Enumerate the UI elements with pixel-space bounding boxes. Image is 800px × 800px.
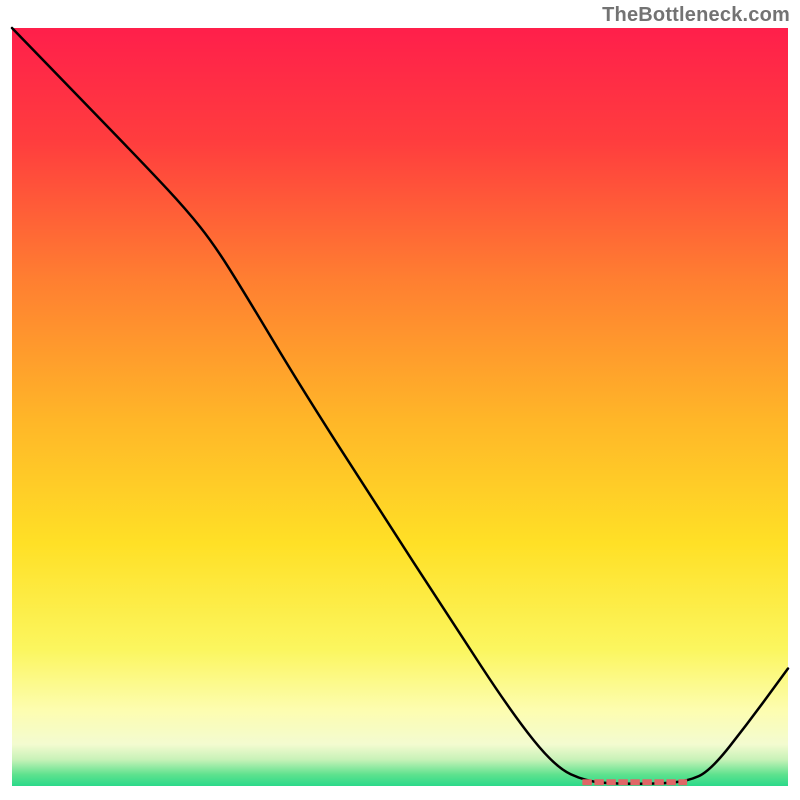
chart-background-gradient <box>12 28 788 786</box>
chart-canvas <box>0 0 800 800</box>
attribution-text: TheBottleneck.com <box>602 4 790 27</box>
bottleneck-chart: TheBottleneck.com <box>0 0 800 800</box>
